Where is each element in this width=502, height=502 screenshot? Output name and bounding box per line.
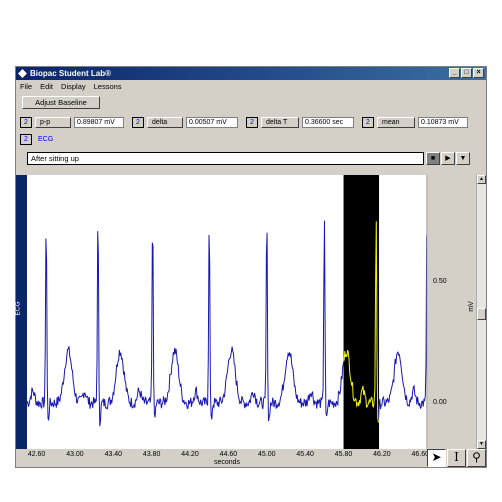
vertical-scrollbar[interactable]: ▲ ▼ (476, 175, 486, 449)
channel-strip[interactable]: ECG (14, 175, 27, 449)
menu-display[interactable]: Display (61, 82, 86, 91)
biopac-window: Biopac Student Lab® _ □ × File Edit Disp… (15, 66, 487, 468)
y-tick-0.50: 0.50 (433, 278, 447, 285)
x-tick-46.60: 46.60 (411, 451, 430, 458)
plot-area: ECG 0.50 0.00 mV ▲ ▼ (14, 175, 486, 449)
menu-file[interactable]: File (20, 82, 33, 91)
y-axis: 0.50 0.00 mV (428, 175, 476, 449)
measure-3-channel[interactable]: 2 (246, 116, 258, 128)
journal-field[interactable]: After sitting up (27, 152, 424, 165)
x-tick-42.60: 42.60 (27, 451, 46, 458)
ecg-waveform-plot[interactable] (27, 175, 428, 449)
ecg-trace-selected (343, 221, 379, 423)
menu-edit[interactable]: Edit (40, 82, 54, 91)
selection-region (343, 175, 380, 449)
measure-2-value: 0.00507 mV (186, 116, 238, 128)
x-tick-44.60: 44.60 (219, 451, 238, 458)
x-tick-45.00: 45.00 (258, 451, 276, 458)
measure-3-type[interactable]: delta T (261, 116, 299, 128)
measure-4-channel[interactable]: 2 (362, 116, 374, 128)
scroll-down-icon[interactable]: ▼ (477, 440, 486, 449)
arrow-icon[interactable]: ➤ (427, 449, 446, 467)
measurement-bar: 2 p-p 0.89807 mV 2 delta 0.00507 mV 2 de… (20, 116, 468, 128)
scroll-thumb[interactable] (477, 308, 486, 320)
measure-3-value: 0.36600 sec (302, 116, 354, 128)
zoom-icon[interactable]: ⚲ (467, 449, 486, 467)
close-button[interactable]: × (473, 68, 484, 78)
marker-icon[interactable]: ■ (426, 152, 440, 165)
x-tick-44.20: 44.20 (181, 451, 199, 458)
measure-4-value: 0.10873 mV (418, 116, 468, 128)
channel-number-box[interactable]: 2 (20, 134, 32, 145)
channel-row: 2 ECG (20, 134, 53, 145)
x-tick-46.20: 46.20 (373, 451, 391, 458)
x-tick-45.40: 45.40 (296, 451, 314, 458)
measure-2-type[interactable]: delta (147, 116, 183, 128)
measure-1-value: 0.89807 mV (74, 116, 124, 128)
measure-1-channel[interactable]: 2 (20, 116, 32, 128)
x-tick-43.00: 43.00 (66, 451, 84, 458)
menu-bar: File Edit Display Lessons (16, 81, 486, 93)
chevron-down-icon[interactable]: ▼ (456, 152, 470, 165)
maximize-button[interactable]: □ (461, 68, 472, 78)
x-axis-label: seconds (213, 459, 241, 466)
y-tick-0.00: 0.00 (433, 399, 447, 406)
app-icon (18, 69, 27, 78)
x-tick-45.80: 45.80 (334, 451, 353, 458)
channel-strip-label: ECG (14, 301, 22, 316)
minimize-button[interactable]: _ (449, 68, 460, 78)
title-bar[interactable]: Biopac Student Lab® _ □ × (16, 67, 486, 80)
adjust-baseline-button[interactable]: Adjust Baseline (22, 96, 100, 109)
x-tick-43.80: 43.80 (142, 451, 161, 458)
scroll-up-icon[interactable]: ▲ (477, 175, 486, 184)
window-title: Biopac Student Lab® (30, 69, 112, 78)
menu-lessons[interactable]: Lessons (93, 82, 122, 91)
measure-1-type[interactable]: p-p (35, 116, 71, 128)
ibeam-icon[interactable]: I (447, 449, 466, 467)
x-axis: seconds 42.60 43.00 43.40 43.80 44.20 44.60 45… (27, 449, 430, 467)
x-tick-43.40: 43.40 (104, 451, 123, 458)
tool-palette: ➤ I ⚲ (427, 449, 486, 467)
measure-4-type[interactable]: mean (377, 116, 415, 128)
play-icon[interactable]: ▶ (441, 152, 455, 165)
y-axis-unit: mV (467, 301, 475, 312)
measure-2-channel[interactable]: 2 (132, 116, 144, 128)
channel-label: ECG (38, 136, 54, 143)
